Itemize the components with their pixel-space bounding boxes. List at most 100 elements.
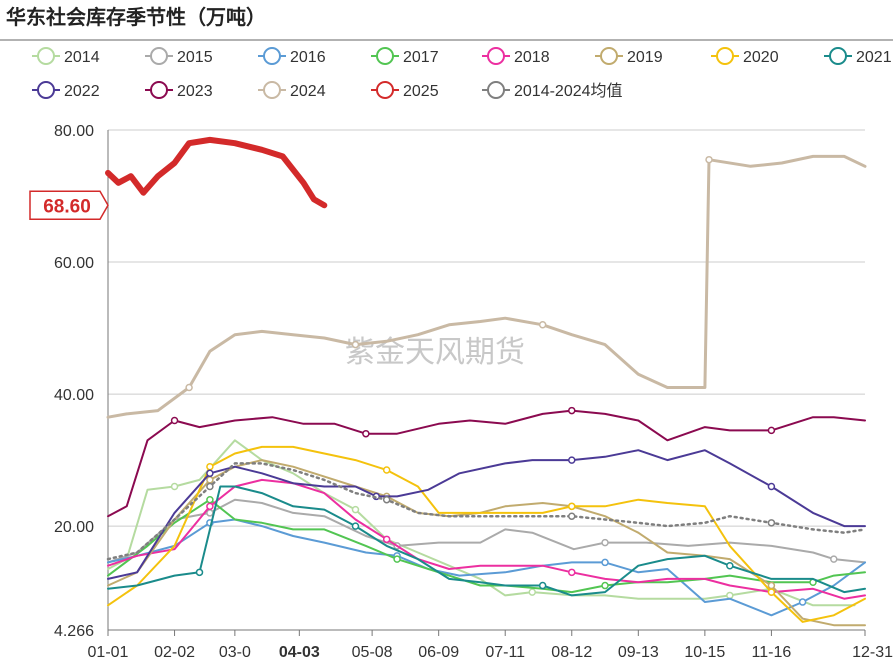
legend-label: 2014 [64,49,100,66]
legend-item-2020[interactable]: 2020 [711,47,779,66]
series-point-2016 [601,558,609,567]
legend-item-2018[interactable]: 2018 [482,47,550,66]
series-point-2014-2024 [206,482,214,491]
series-point-2014 [726,591,734,600]
y-tick-label: 4.266 [54,623,94,640]
series-point-2022 [206,469,214,478]
x-tick-label: 06-09 [418,644,459,661]
legend-item-2021[interactable]: 2021 [824,47,892,66]
series-point-2023 [767,426,776,435]
series-point-2022 [568,456,576,464]
series-line-2025 [105,136,328,209]
series-line-2015 [107,498,866,564]
series-point-2021 [538,581,547,590]
legend-item-2022[interactable]: 2022 [32,81,100,100]
series-line-2014-2024 [106,462,867,561]
series-point-2024 [538,321,547,329]
series-point-2023 [568,406,576,415]
series-point-2018 [568,568,576,577]
legend-label: 2016 [290,49,326,66]
legend-item-2015[interactable]: 2015 [145,47,213,66]
legend-label: 2020 [743,49,779,66]
series-line-2024 [106,154,867,419]
legend-label: 2025 [403,83,439,100]
series-point-2024 [185,383,193,392]
series-point-2020 [568,502,576,511]
watermark: 紫金天风期货 [345,335,525,370]
series-point-2014 [351,505,360,514]
series-point-2024 [705,155,713,164]
legend-swatch-marker [600,47,618,65]
series-line-2019 [107,459,866,627]
series-point-2020 [767,588,776,596]
y-tick-label: 60.00 [54,255,94,272]
legend-swatch-marker [376,47,394,65]
legend-label: 2017 [403,49,439,66]
y-tick-label: 40.00 [54,387,94,404]
legend-item-2019[interactable]: 2019 [595,47,663,66]
legend-swatch-marker [263,47,281,65]
series-point-2023 [362,429,370,438]
legend-item-2014[interactable]: 2014 [32,47,100,66]
legend-swatch-marker [150,47,168,65]
legend-label: 2023 [177,83,213,100]
legend-label: 2015 [177,49,213,66]
series-point-2021 [195,568,204,577]
series-point-2017 [601,581,609,590]
legend-swatch-marker [487,81,505,99]
legend-swatch-marker [829,47,847,65]
legend-swatch-marker [263,81,281,99]
series-point-2015 [601,538,609,547]
last-value-label: 68.60 [43,196,91,217]
x-tick-label: 02-02 [154,644,195,661]
series-point-2014-2024 [767,519,776,527]
x-tick-label: 09-13 [618,644,659,661]
x-tick-label: 08-12 [551,644,592,661]
legend-item-2016[interactable]: 2016 [258,47,326,66]
series-point-2017 [206,495,214,504]
legend: 2014 2015 2016 2017 2018 2019 2020 2021 2022 2023… [32,47,892,100]
series-point-2019 [206,476,214,484]
series-line-2023 [107,409,866,518]
x-tick-label: 12-31 [852,644,893,661]
series-point-2023 [170,416,179,425]
x-tick-label: 10-15 [684,644,725,661]
series-lines [105,136,867,627]
series-line-2020 [107,445,866,623]
legend-label: 2021 [856,49,892,66]
axes: 80.00 60.00 40.00 20.00 4.266 01-01 02-02 03-0 0… [54,123,893,661]
legend-label: 2019 [627,49,663,66]
x-tick-label: 05-08 [352,644,393,661]
x-tick-label: 11-16 [752,644,792,661]
series-line-2022 [107,449,866,580]
x-tick-label: 07-11 [485,644,525,661]
legend-label: 2024 [290,83,326,100]
x-tick-label: 03-0 [219,644,251,661]
series-point-2024 [351,340,360,349]
legend-item-2017[interactable]: 2017 [371,47,439,66]
series-point-2019 [767,581,776,590]
series-line-2017 [107,498,866,594]
legend-item-2014-2024[interactable]: 2014-2024均值 [482,81,623,100]
x-tick-label: 01-01 [88,644,129,661]
last-value-flag: 68.60 [29,190,109,221]
series-point-2016 [798,598,807,606]
series-point-2017 [393,555,401,563]
legend-swatch-marker [487,47,505,65]
series-point-2020 [382,466,391,474]
y-tick-label: 80.00 [54,123,94,140]
series-point-2014 [170,482,179,491]
legend-swatch-marker [716,47,734,65]
legend-item-2024[interactable]: 2024 [258,81,326,100]
legend-label: 2022 [64,83,100,100]
series-point-2015 [830,555,838,563]
legend-item-2025[interactable]: 2025 [371,81,439,100]
y-tick-label: 20.00 [54,519,94,536]
legend-item-2023[interactable]: 2023 [145,81,213,100]
legend-label: 2018 [514,49,550,66]
legend-label: 2014-2024均值 [514,82,623,100]
series-point-2018 [382,535,391,544]
gridlines [108,129,865,527]
series-point-2022 [767,482,776,491]
